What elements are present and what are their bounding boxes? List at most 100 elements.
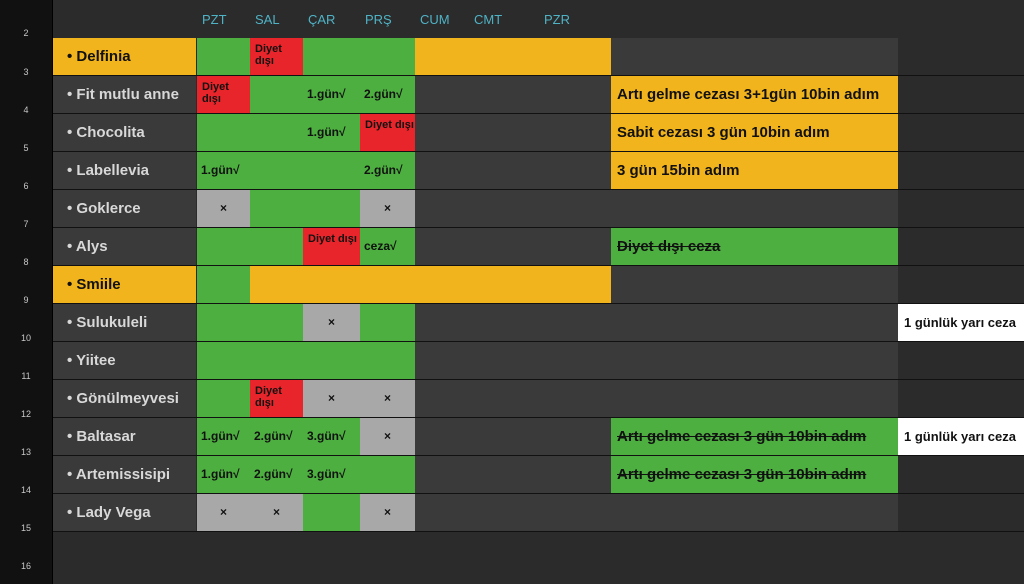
empty-cell[interactable] [898,228,1024,265]
weekend-cells[interactable] [415,76,611,113]
empty-cell[interactable] [898,494,1024,531]
penalty-note[interactable]: Diyet dışı ceza [611,228,898,265]
day-cell-sal[interactable]: Diyet dışı [250,38,303,75]
member-name[interactable]: • Fit mutlu anne [53,76,196,113]
day-header-pzt[interactable]: PZT [202,12,227,27]
member-name[interactable]: • Labellevia [53,152,196,189]
day-cell-çar[interactable]: 3.gün√ [303,418,360,455]
day-cell-pzt[interactable] [197,114,250,151]
day-cell-sal[interactable] [250,76,303,113]
day-cell-pzt[interactable] [197,266,250,303]
member-name[interactable]: • Lady Vega [53,494,196,531]
row-number[interactable]: 3 [23,67,29,77]
empty-cell[interactable] [898,114,1024,151]
member-name[interactable]: • Smiile [53,266,196,303]
day-cell-pzt[interactable] [197,342,250,379]
day-cell-çar[interactable]: 1.gün√ [303,114,360,151]
penalty-note[interactable]: 3 gün 15bin adım [611,152,898,189]
row-number[interactable]: 8 [23,257,29,267]
day-cell-prş[interactable] [360,38,415,75]
row-number[interactable]: 6 [23,181,29,191]
day-cell-prş[interactable]: × [360,190,415,227]
row-number[interactable]: 5 [23,143,29,153]
day-cell-sal[interactable] [250,342,303,379]
weekend-cells[interactable] [415,190,611,227]
day-cell-prş[interactable]: × [360,418,415,455]
day-cell-çar[interactable] [303,342,360,379]
empty-cell[interactable] [898,380,1024,417]
day-cell-sal[interactable] [250,304,303,341]
day-cell-prş[interactable] [360,342,415,379]
day-cell-prş[interactable]: Diyet dışı [360,114,415,151]
day-cell-prş[interactable]: × [360,494,415,531]
member-name[interactable]: • Yiitee [53,342,196,379]
empty-cell[interactable] [898,456,1024,493]
day-cell-çar[interactable] [303,152,360,189]
weekend-cells[interactable] [415,380,611,417]
member-name[interactable]: • Artemissisipi [53,456,196,493]
day-cell-çar[interactable]: 3.gün√ [303,456,360,493]
row-number[interactable]: 4 [23,105,29,115]
extra-note[interactable]: 1 günlük yarı ceza [898,304,1024,341]
day-cell-pzt[interactable]: × [197,494,250,531]
weekend-cells[interactable] [415,494,611,531]
row-number[interactable]: 16 [20,561,31,571]
day-header-çar[interactable]: ÇAR [308,12,336,27]
penalty-note[interactable]: Artı gelme cezası 3+1gün 10bin adım [611,76,898,113]
day-cell-prş[interactable]: 2.gün√ [360,76,415,113]
row-number[interactable]: 9 [23,295,29,305]
row-number[interactable]: 14 [20,485,31,495]
day-cell-pzt[interactable] [197,228,250,265]
day-cell-prş[interactable]: ceza√ [360,228,415,265]
day-cell-sal[interactable] [250,228,303,265]
member-name[interactable]: • Delfinia [53,38,196,75]
row-number[interactable]: 12 [20,409,31,419]
day-cell-çar[interactable] [303,38,360,75]
day-cell-pzt[interactable] [197,304,250,341]
row-number[interactable]: 2 [23,28,29,38]
day-cell-sal[interactable] [250,114,303,151]
penalty-note[interactable] [611,342,898,379]
day-cell-sal[interactable] [250,152,303,189]
day-cell-prş[interactable] [360,456,415,493]
penalty-note[interactable] [611,304,898,341]
day-cell-pzt[interactable]: 1.gün√ [197,456,250,493]
weekend-cells[interactable] [415,342,611,379]
weekend-cells[interactable] [415,228,611,265]
day-cell-prş[interactable]: × [360,380,415,417]
weekend-cells[interactable] [415,114,611,151]
day-cell-çar[interactable]: × [303,304,360,341]
day-cell-sal[interactable]: 2.gün√ [250,418,303,455]
day-header-cmt[interactable]: CMT [474,12,503,27]
weekend-cells[interactable] [415,266,611,303]
member-name[interactable]: • Goklerce [53,190,196,227]
member-name[interactable]: • Sulukuleli [53,304,196,341]
penalty-note[interactable]: Artı gelme cezası 3 gün 10bin adım [611,456,898,493]
day-cell-pzt[interactable]: 1.gün√ [197,418,250,455]
day-cell-çar[interactable]: × [303,380,360,417]
day-cell-prş[interactable]: 2.gün√ [360,152,415,189]
day-cell-pzt[interactable] [197,38,250,75]
day-cell-pzt[interactable] [197,380,250,417]
day-cell-pzt[interactable]: 1.gün√ [197,152,250,189]
penalty-note[interactable] [611,38,898,75]
member-name[interactable]: • Alys [53,228,196,265]
empty-cell[interactable] [898,342,1024,379]
day-cell-sal[interactable]: Diyet dışı [250,380,303,417]
member-name[interactable]: • Gönülmeyvesi [53,380,196,417]
day-cell-çar[interactable]: Diyet dışı [303,228,360,265]
penalty-note[interactable]: Artı gelme cezası 3 gün 10bin adım [611,418,898,455]
row-number[interactable]: 13 [20,447,31,457]
penalty-note[interactable] [611,380,898,417]
weekend-cells[interactable] [415,38,611,75]
day-cell-sal[interactable]: × [250,494,303,531]
weekend-cells[interactable] [415,152,611,189]
member-name[interactable]: • Baltasar [53,418,196,455]
weekend-cells[interactable] [415,304,611,341]
row-number[interactable]: 15 [20,523,31,533]
day-cell-sal[interactable] [250,190,303,227]
weekend-cells[interactable] [415,418,611,455]
weekend-cells[interactable] [415,456,611,493]
penalty-note[interactable] [611,266,898,303]
penalty-note[interactable] [611,190,898,227]
